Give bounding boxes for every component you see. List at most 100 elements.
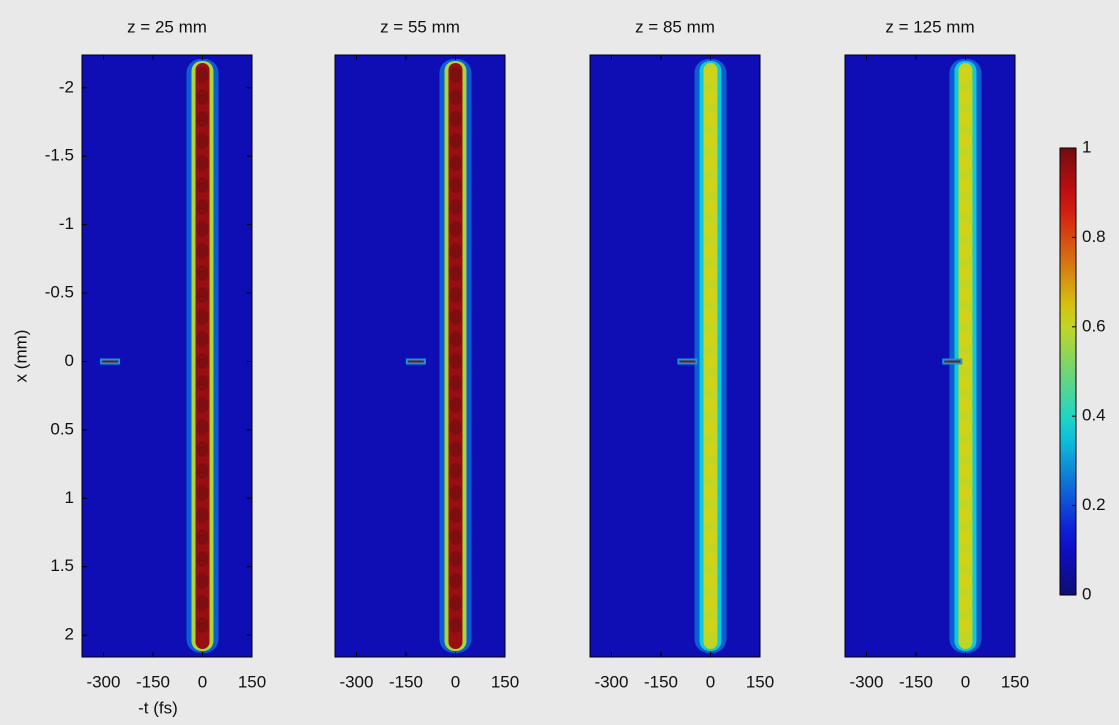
beam-bead bbox=[196, 309, 209, 325]
beam-bead bbox=[449, 529, 462, 545]
beam-bead bbox=[196, 419, 209, 435]
x-tick-label: -300 bbox=[86, 672, 120, 691]
beam-bead bbox=[704, 111, 717, 127]
beam-bead bbox=[704, 617, 717, 633]
axes-frame bbox=[844, 54, 1016, 658]
panel-title: z = 55 mm bbox=[380, 17, 460, 36]
beam-bead bbox=[959, 529, 972, 545]
beam-bead bbox=[196, 507, 209, 523]
axes-frame bbox=[81, 54, 253, 658]
beam-bead bbox=[704, 551, 717, 567]
beam-bead bbox=[196, 397, 209, 413]
beam-bead bbox=[704, 243, 717, 259]
colorbar-tick-label: 0 bbox=[1082, 584, 1091, 603]
beam-bead bbox=[449, 551, 462, 567]
beam-bead bbox=[449, 353, 462, 369]
beam-bead bbox=[959, 375, 972, 391]
heatmap-background bbox=[590, 55, 760, 657]
beam-bead bbox=[196, 573, 209, 589]
heatmap-background bbox=[845, 55, 1015, 657]
beam-bead bbox=[959, 397, 972, 413]
beam-bead bbox=[196, 287, 209, 303]
beam-bead bbox=[704, 507, 717, 523]
panel-title: z = 125 mm bbox=[885, 17, 974, 36]
beam-bead bbox=[449, 155, 462, 171]
beam-bead bbox=[196, 243, 209, 259]
colorbar-tick-label: 1 bbox=[1082, 137, 1091, 156]
beam-bead bbox=[196, 111, 209, 127]
colorbar-tick-label: 0.4 bbox=[1082, 406, 1106, 425]
beam-bead bbox=[959, 221, 972, 237]
beam-bead bbox=[959, 133, 972, 149]
beam-bead bbox=[196, 67, 209, 83]
beam-bead bbox=[449, 309, 462, 325]
beam-bead bbox=[959, 155, 972, 171]
beam-bead bbox=[959, 353, 972, 369]
beam-bead bbox=[959, 463, 972, 479]
beam-bead bbox=[196, 595, 209, 611]
beam-bead bbox=[704, 199, 717, 215]
beam-bead bbox=[196, 221, 209, 237]
x-tick-label: 150 bbox=[491, 672, 519, 691]
heatmap-background bbox=[82, 55, 252, 657]
y-tick-label: 1 bbox=[65, 488, 74, 507]
beam-bead bbox=[449, 507, 462, 523]
beam-bead bbox=[959, 573, 972, 589]
beam-bead bbox=[704, 485, 717, 501]
y-tick-label: -0.5 bbox=[45, 283, 74, 302]
beam-bead bbox=[959, 419, 972, 435]
beam-bead bbox=[959, 331, 972, 347]
beam-bead bbox=[449, 595, 462, 611]
beam-bead bbox=[449, 133, 462, 149]
beam-bead bbox=[959, 441, 972, 457]
x-tick-label: -150 bbox=[136, 672, 170, 691]
beam-bead bbox=[704, 353, 717, 369]
beam-bead bbox=[704, 287, 717, 303]
x-tick-label: 0 bbox=[198, 672, 207, 691]
x-tick-label: -150 bbox=[899, 672, 933, 691]
beam-bead bbox=[704, 463, 717, 479]
beam-bead bbox=[196, 133, 209, 149]
beam-bead bbox=[959, 287, 972, 303]
beam-bead bbox=[959, 243, 972, 259]
x-tick-label: -300 bbox=[594, 672, 628, 691]
beam-bead bbox=[704, 67, 717, 83]
beam-bead bbox=[704, 441, 717, 457]
beam-bead bbox=[449, 419, 462, 435]
beam-bead bbox=[196, 463, 209, 479]
beam-bead bbox=[196, 331, 209, 347]
x-tick-label: 0 bbox=[706, 672, 715, 691]
beam-bead bbox=[196, 89, 209, 105]
colorbar-tick-label: 0.6 bbox=[1082, 316, 1106, 335]
beam-bead bbox=[959, 265, 972, 281]
y-tick-label: 2 bbox=[65, 625, 74, 644]
beam-bead bbox=[704, 375, 717, 391]
beam-bead bbox=[449, 617, 462, 633]
beam-bead bbox=[959, 507, 972, 523]
beam-bead bbox=[704, 397, 717, 413]
beam-bead bbox=[704, 309, 717, 325]
beam-bead bbox=[449, 485, 462, 501]
panel-title: z = 85 mm bbox=[635, 17, 715, 36]
heatmap-background bbox=[335, 55, 505, 657]
x-tick-label: -300 bbox=[849, 672, 883, 691]
y-axis-label: x (mm) bbox=[11, 330, 30, 383]
beam-bead bbox=[196, 529, 209, 545]
x-tick-label: 150 bbox=[746, 672, 774, 691]
axes-frame bbox=[334, 54, 506, 658]
beam-bead bbox=[704, 177, 717, 193]
beam-bead bbox=[959, 595, 972, 611]
beam-bead bbox=[959, 177, 972, 193]
x-tick-label: 150 bbox=[1001, 672, 1029, 691]
colorbar-tick-label: 0.2 bbox=[1082, 495, 1106, 514]
y-tick-label: 1.5 bbox=[50, 556, 74, 575]
beam-bead bbox=[449, 573, 462, 589]
x-tick-label: -150 bbox=[644, 672, 678, 691]
x-tick-label: 150 bbox=[238, 672, 266, 691]
colorbar-tick-label: 0.8 bbox=[1082, 227, 1106, 246]
beam-bead bbox=[196, 441, 209, 457]
beam-bead bbox=[959, 111, 972, 127]
axes-frame bbox=[589, 54, 761, 658]
